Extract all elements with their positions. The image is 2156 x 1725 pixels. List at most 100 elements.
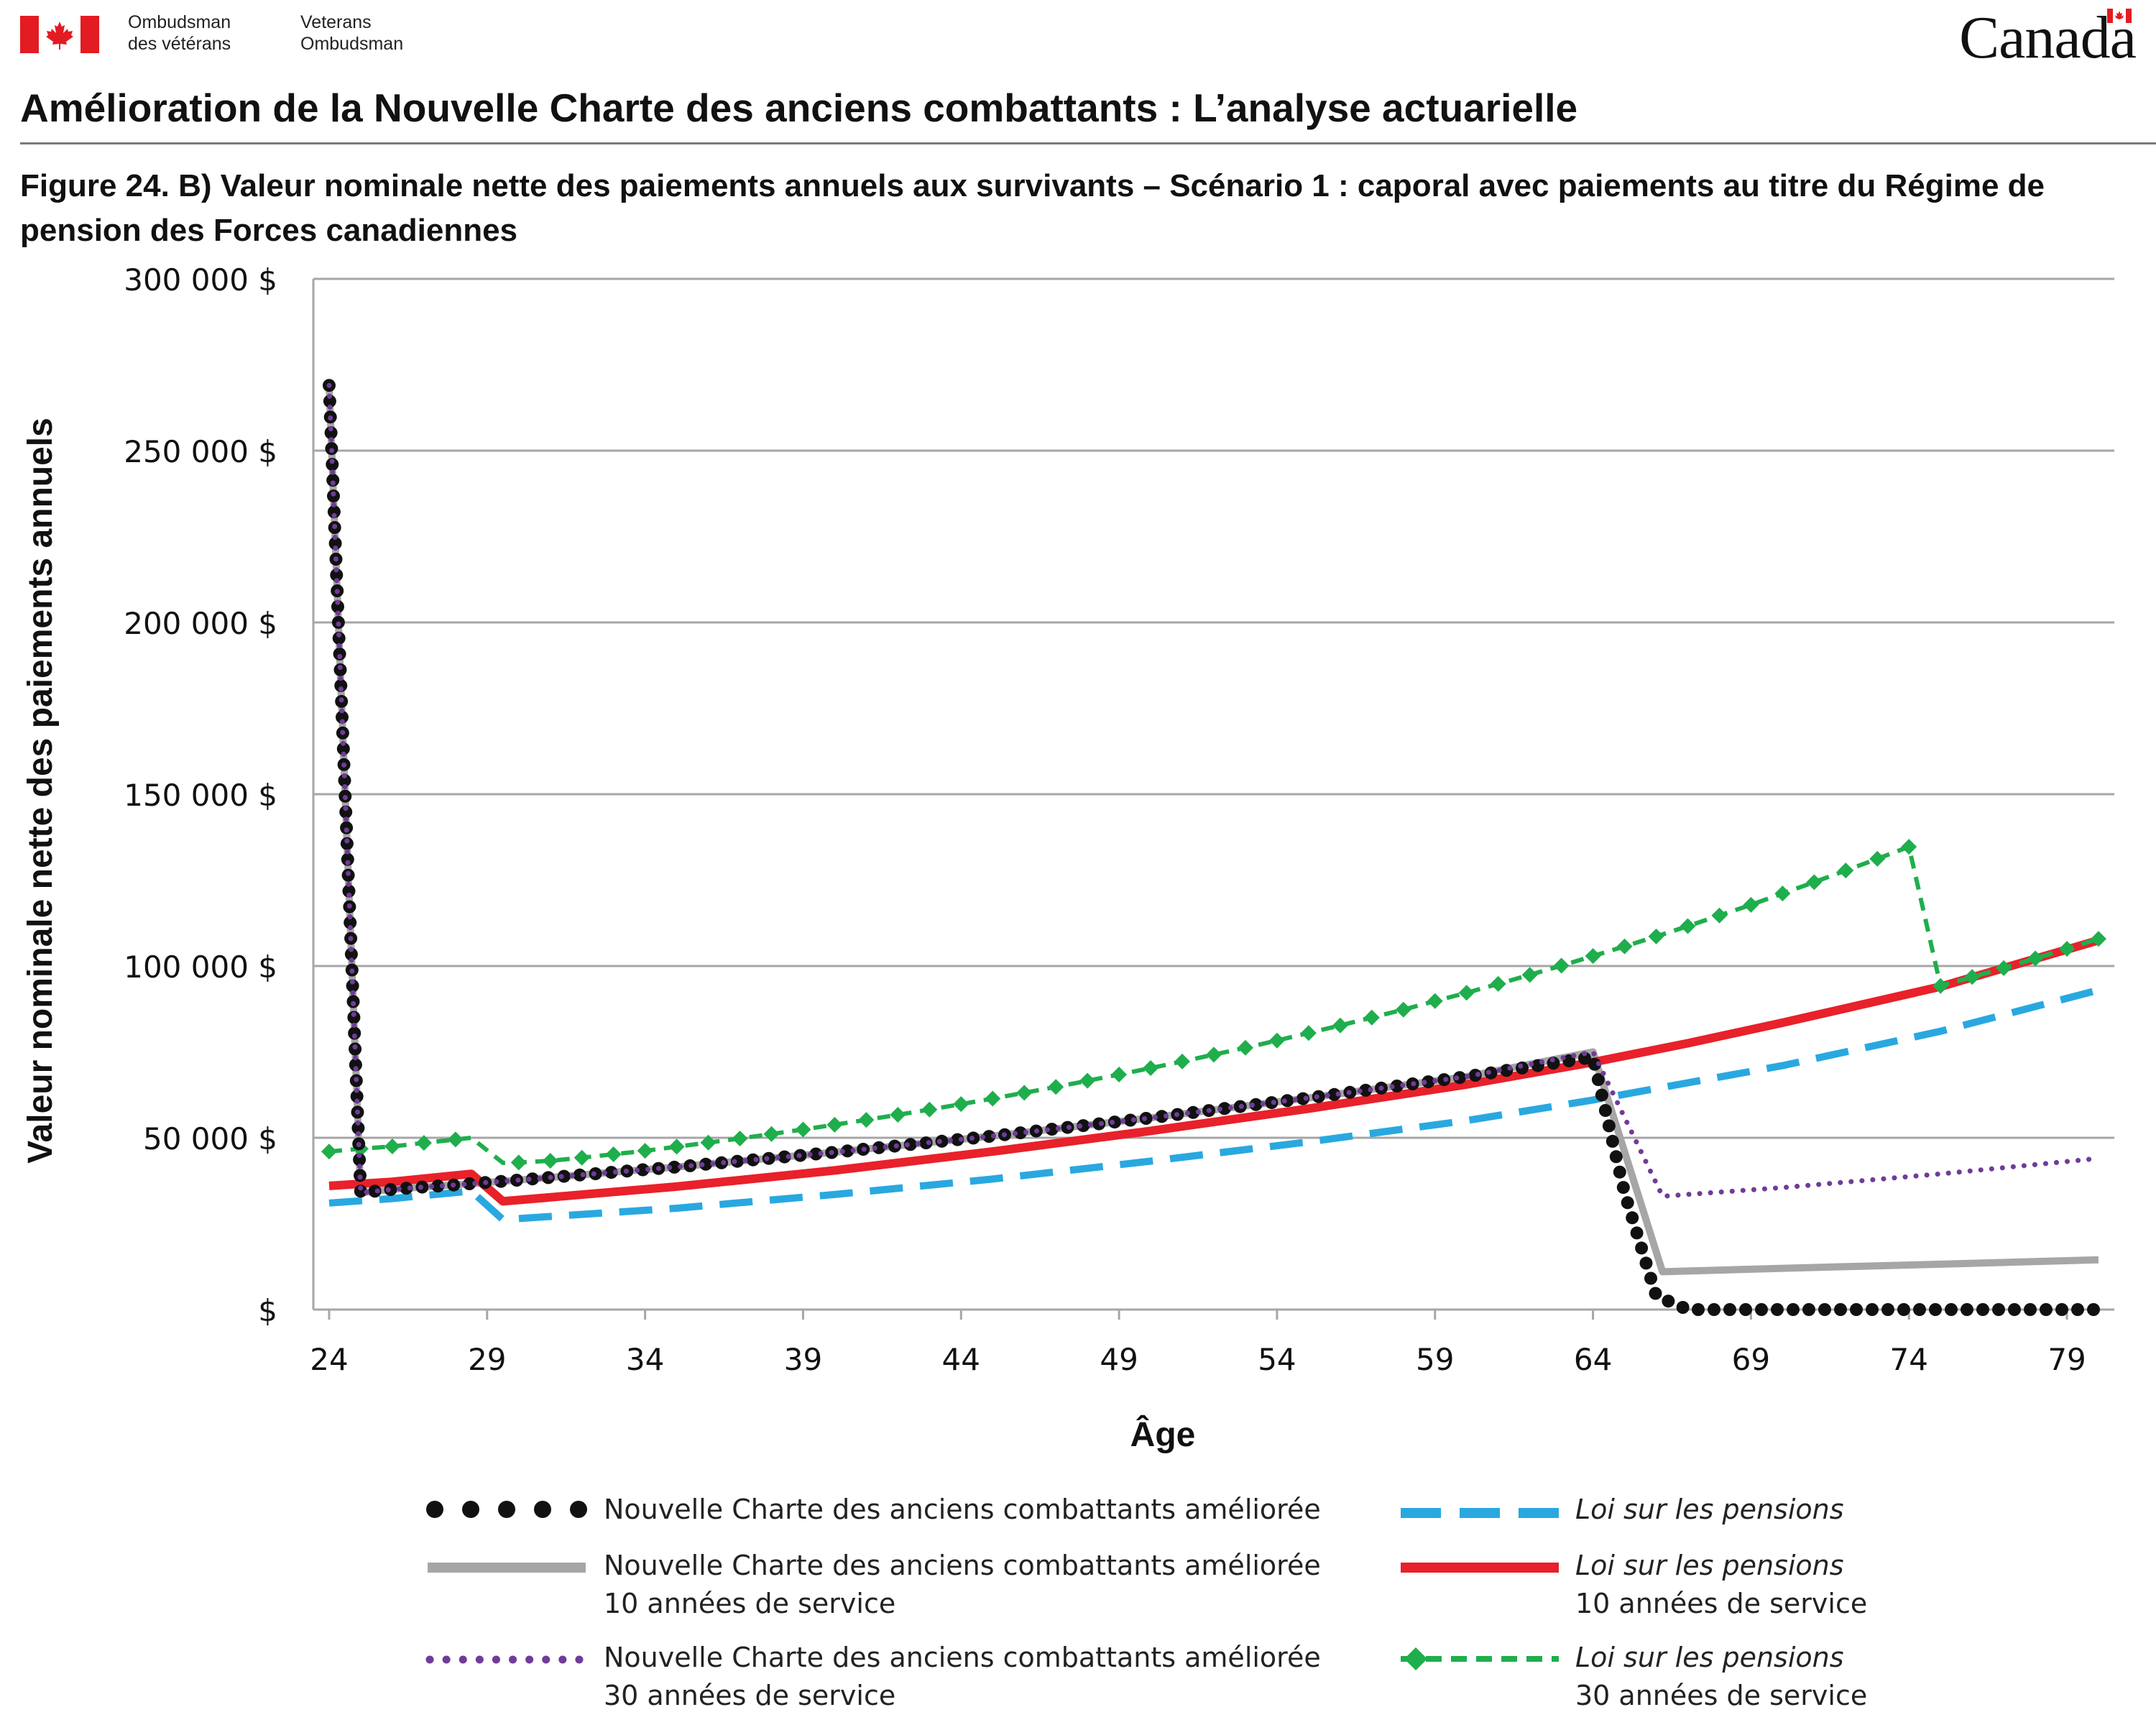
data-point: [1598, 1104, 1612, 1117]
data-point: [1595, 1088, 1608, 1102]
data-point-marker: [1079, 1072, 1096, 1089]
data-point: [730, 1154, 744, 1168]
data-point: [1602, 1119, 1616, 1133]
data-point: [326, 474, 340, 487]
data-point-marker: [1363, 1009, 1380, 1026]
x-tick-label: 64: [1574, 1342, 1612, 1377]
legend-label-5-line1: Loi sur les pensions: [1575, 1550, 1844, 1581]
header-divider: [20, 142, 2156, 144]
data-point: [809, 1147, 823, 1161]
data-point: [1739, 1303, 1752, 1316]
x-tick-label: 79: [2047, 1342, 2086, 1377]
data-point: [1249, 1098, 1263, 1111]
data-point-marker: [985, 1090, 1001, 1107]
data-point: [1692, 1303, 1705, 1316]
legend-label-2-line2: 10 années de service: [604, 1588, 896, 1619]
legend-swatch-gray: [428, 1563, 586, 1573]
legend-swatch-blue-dashed: [1401, 1508, 1559, 1518]
data-point-marker: [795, 1121, 811, 1138]
data-point: [1187, 1105, 1200, 1119]
legend-label-6-line1: Loi sur les pensions: [1575, 1642, 1844, 1673]
data-point-marker: [668, 1138, 685, 1155]
data-point: [636, 1163, 650, 1177]
canada-wordmark: Canada: [1959, 4, 2137, 71]
data-point: [2040, 1303, 2053, 1316]
data-point-marker: [1585, 948, 1601, 965]
data-point: [1621, 1196, 1634, 1210]
data-point: [1913, 1303, 1926, 1316]
x-tick-label: 54: [1258, 1342, 1296, 1377]
data-point: [1013, 1126, 1027, 1140]
data-point: [1929, 1303, 1942, 1316]
series-black-dotted: [323, 379, 2100, 1316]
data-point: [333, 647, 346, 661]
y-tick-label: 200 000 $: [124, 606, 277, 641]
data-point-marker: [1996, 960, 2012, 976]
series-red-solid: [328, 936, 2100, 1206]
data-point: [336, 710, 349, 724]
y-axis-label: Valeur nominale nette des paiements annu…: [22, 418, 60, 1164]
data-point: [336, 742, 350, 755]
data-point: [1649, 1287, 1662, 1300]
y-tick-label: $: [258, 1293, 277, 1328]
data-point: [668, 1160, 681, 1174]
data-point: [342, 884, 356, 898]
data-point: [1897, 1303, 1910, 1316]
data-point-marker: [510, 1154, 527, 1171]
legend-label-1: Nouvelle Charte des anciens combattants …: [604, 1491, 1321, 1529]
data-point: [1630, 1226, 1644, 1240]
data-point: [2008, 1303, 2021, 1316]
data-point: [1881, 1303, 1894, 1316]
data-point: [1635, 1241, 1649, 1255]
data-point: [346, 979, 359, 993]
data-point-marker: [1174, 1053, 1191, 1070]
series-line: [328, 936, 2100, 1206]
data-point: [323, 395, 336, 408]
series-line: [328, 986, 2100, 1223]
data-point: [951, 1133, 964, 1146]
data-point: [332, 631, 346, 645]
data-point-marker: [890, 1106, 906, 1123]
legend-swatch-black-dotted: [426, 1501, 587, 1518]
legend-label-6-line2: 30 années de service: [1575, 1680, 1868, 1711]
data-point: [1606, 1134, 1619, 1148]
data-point-marker: [2059, 941, 2076, 957]
data-point: [1771, 1303, 1784, 1316]
data-point: [1588, 1057, 1601, 1071]
data-point-marker: [1806, 874, 1823, 891]
data-point: [339, 805, 353, 819]
data-point-marker: [1521, 967, 1538, 983]
data-point: [2055, 1303, 2068, 1316]
data-point: [1359, 1083, 1373, 1097]
data-point-marker: [1711, 907, 1728, 924]
data-point: [338, 773, 351, 787]
data-point-marker: [1427, 993, 1443, 1009]
y-tick-label: 100 000 $: [124, 949, 277, 985]
series-green-dashed-diamond: [321, 839, 2107, 1171]
data-point: [350, 1090, 364, 1103]
data-point: [1422, 1075, 1435, 1089]
data-point: [1123, 1113, 1137, 1127]
data-point-marker: [415, 1135, 432, 1151]
series-line: [328, 844, 2099, 1165]
data-point: [1676, 1301, 1690, 1314]
data-point: [1945, 1303, 1958, 1316]
data-point-marker: [1268, 1032, 1285, 1049]
org-name-en-line2: Ombudsman: [300, 34, 404, 54]
data-point: [354, 1184, 367, 1198]
series-blue-dashed: [328, 986, 2100, 1223]
legend-label-5-line2: 10 années de service: [1575, 1588, 1868, 1619]
data-point: [1961, 1303, 1973, 1316]
data-point: [351, 1121, 365, 1135]
data-point: [328, 537, 342, 550]
legend-label-2: Nouvelle Charte des anciens combattants …: [604, 1547, 1321, 1623]
data-point-marker: [2027, 950, 2044, 967]
data-point: [982, 1130, 996, 1144]
data-point: [1834, 1303, 1847, 1316]
data-point: [841, 1144, 854, 1158]
x-tick-label: 39: [784, 1342, 822, 1377]
data-point: [525, 1172, 539, 1186]
data-point: [1296, 1092, 1309, 1105]
data-point: [368, 1184, 382, 1198]
gridlines: [312, 277, 2114, 1320]
